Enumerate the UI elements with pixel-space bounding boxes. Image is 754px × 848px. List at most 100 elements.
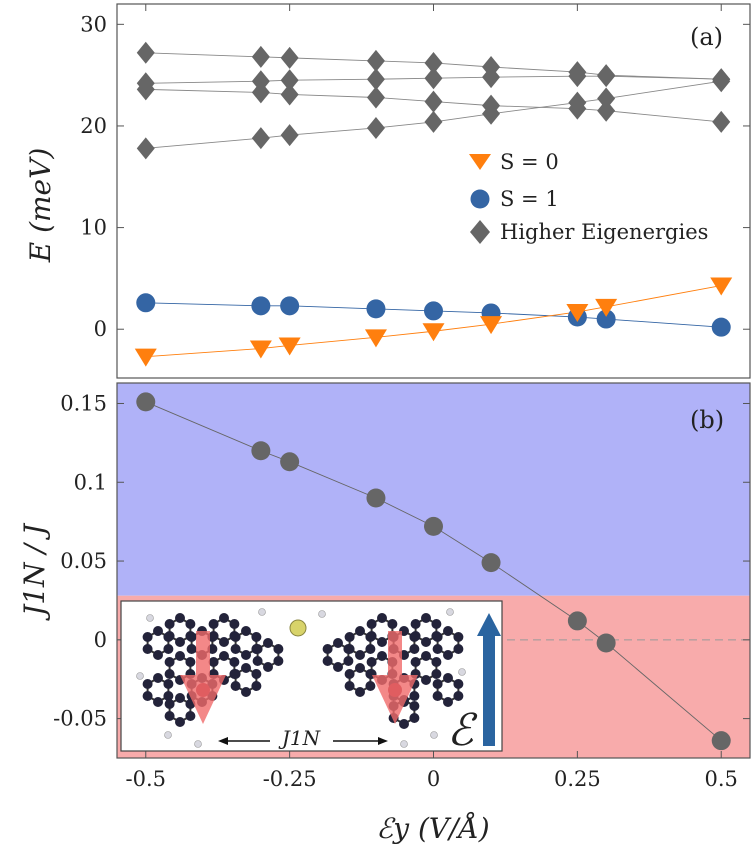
coupling-label: J1N [278, 726, 322, 750]
higher-eigenenergy-point [568, 65, 587, 88]
carbon-atom [355, 687, 365, 697]
panel-a-label: (a) [690, 23, 723, 51]
carbon-atom [263, 638, 273, 648]
hydrogen-atom [458, 668, 466, 676]
carbon-atom [251, 669, 262, 679]
panel-b-y-tick-label: 0.1 [74, 470, 107, 494]
carbon-atom [229, 657, 240, 667]
carbon-atom [355, 650, 365, 660]
carbon-atom [410, 657, 421, 667]
carbon-atom [252, 644, 263, 654]
carbon-atom [219, 637, 229, 647]
carbon-atom [273, 656, 284, 666]
carbon-atom [410, 631, 421, 641]
higher-eigenenergy-point [424, 90, 443, 113]
higher-eigenenergy-point [597, 65, 616, 88]
carbon-atom [186, 644, 197, 654]
j1n-point [711, 731, 731, 751]
panel-b-marks [136, 392, 731, 751]
carbon-atom [333, 662, 343, 672]
carbon-atom [163, 679, 174, 689]
linker-atom [289, 619, 307, 637]
carbon-atom [432, 632, 443, 642]
carbon-atom [142, 644, 153, 654]
carbon-atom [153, 697, 163, 707]
field-label: ℰ [447, 705, 478, 756]
carbon-atom [164, 699, 175, 709]
higher-eigenenergy-point [597, 99, 616, 122]
carbon-atom [252, 656, 263, 666]
carbon-atom [443, 626, 453, 636]
carbon-atom [175, 637, 185, 647]
s1-point [596, 309, 616, 329]
carbon-atom [409, 644, 420, 654]
carbon-atom [241, 626, 251, 636]
molecule-inset: J1N ℰ [120, 600, 503, 756]
s0-point [249, 340, 272, 359]
carbon-atom [377, 613, 387, 623]
carbon-atom [185, 657, 196, 667]
carbon-atom [142, 691, 153, 701]
carbon-atom [431, 619, 442, 629]
carbon-atom [453, 644, 464, 654]
s0-point [278, 337, 301, 356]
higher-eigenenergy-point [280, 83, 299, 106]
higher-eigenenergy-point [251, 81, 270, 104]
legend-label-s1: S = 1 [500, 187, 559, 211]
carbon-atom [175, 693, 185, 703]
carbon-atom [333, 638, 343, 648]
carbon-atom [175, 651, 185, 661]
s0-point [364, 329, 387, 348]
higher-eigenenergy-point [482, 66, 501, 89]
carbon-atom [453, 679, 464, 689]
carbon-atom [322, 644, 333, 654]
carbon-atom [163, 644, 174, 654]
hydrogen-atom [318, 610, 326, 618]
higher-eigenenergy-point [136, 137, 155, 160]
carbon-atom [153, 650, 163, 660]
carbon-atom [208, 631, 219, 641]
carbon-atom [355, 663, 365, 673]
carbon-atom [366, 619, 377, 629]
hydrogen-atom [146, 614, 154, 622]
panel-a-marks [134, 41, 733, 367]
higher-eigenenergy-point [424, 51, 443, 74]
upper-region [117, 383, 750, 596]
panel-a-y-tick-label: 30 [80, 12, 107, 36]
higher-eigenenergy-point [366, 86, 385, 109]
s1-point [711, 317, 731, 337]
carbon-atom [230, 681, 241, 691]
s0-point [422, 323, 445, 342]
panel-b-y-tick-label: 0 [94, 628, 107, 652]
j1n-point [136, 392, 156, 412]
carbon-atom [163, 691, 174, 701]
legend-label-s0: S = 0 [500, 150, 559, 174]
x-tick-label: -0.25 [263, 767, 317, 791]
coupling-arrow: J1N [218, 726, 388, 750]
higher-eigenenergy-point [712, 110, 731, 133]
carbon-atom [443, 697, 453, 707]
panel-a-y-tick-label: 0 [94, 317, 107, 341]
carbon-atom [251, 632, 262, 642]
j1n-point [280, 452, 300, 472]
carbon-atom [410, 619, 421, 629]
s1-point [136, 293, 156, 313]
carbon-atom [443, 673, 453, 683]
higher-eigenenergy-point [251, 127, 270, 150]
field-arrow [477, 613, 501, 746]
carbon-atom [421, 651, 431, 661]
carbon-atom [142, 632, 153, 642]
x-tick-label: 0.5 [705, 767, 738, 791]
carbon-atom [153, 626, 163, 636]
s0-point [566, 303, 589, 322]
x-tick-label: -0.5 [126, 767, 167, 791]
higher-eigenenergy-point [424, 110, 443, 133]
higher-eigenenergy-point [280, 46, 299, 69]
higher-eigenenergy-point [136, 78, 155, 101]
j1n-point [596, 633, 616, 653]
carbon-atom [186, 632, 197, 642]
legend-marker-higher [470, 220, 490, 244]
j1n-point [251, 441, 271, 461]
